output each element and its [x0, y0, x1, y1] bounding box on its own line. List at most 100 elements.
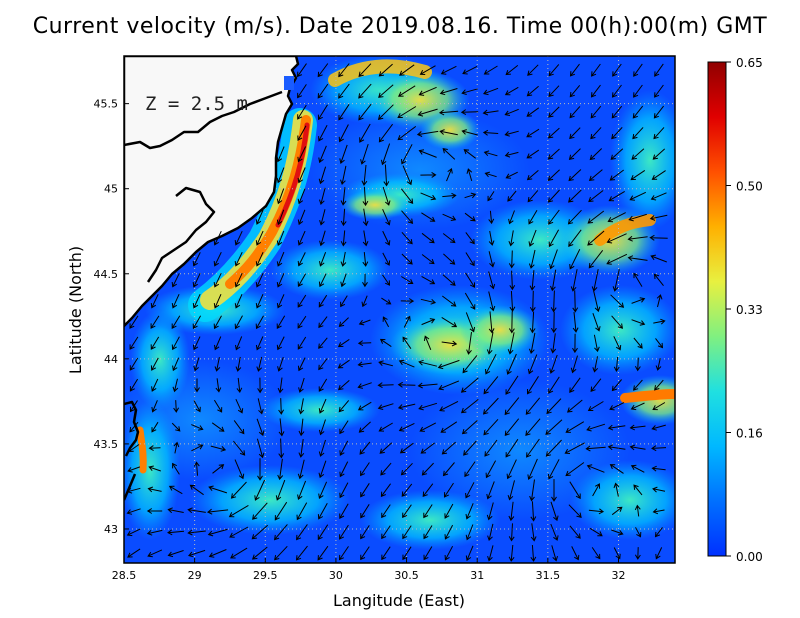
velocity-arrow: [571, 546, 580, 561]
velocity-arrow: [572, 312, 579, 333]
velocity-arrow: [338, 104, 350, 121]
velocity-arrow: [130, 400, 138, 413]
velocity-arrow: [380, 462, 392, 476]
velocity-arrow: [397, 126, 417, 141]
velocity-arrow: [446, 168, 453, 182]
velocity-arrow: [569, 127, 581, 140]
velocity-arrow: [593, 290, 601, 313]
velocity-arrow: [401, 144, 413, 165]
velocity-arrow: [338, 124, 349, 143]
velocity-arrow: [151, 421, 159, 433]
velocity-arrow: [509, 290, 516, 312]
colorbar-tick-label: 0.33: [736, 303, 763, 317]
y-tick-label: 43: [104, 523, 118, 536]
velocity-arrow: [482, 397, 499, 415]
velocity-arrow: [255, 272, 264, 288]
velocity-arrow: [235, 336, 243, 351]
velocity-arrow: [382, 186, 391, 206]
velocity-arrow: [572, 290, 579, 313]
velocity-arrow: [551, 479, 557, 502]
velocity-arrow: [440, 65, 457, 75]
velocity-arrow: [508, 230, 515, 247]
velocity-arrow: [213, 399, 223, 413]
velocity-arrow: [530, 544, 537, 562]
velocity-arrow: [340, 230, 347, 247]
velocity-arrow: [382, 274, 391, 286]
velocity-arrow: [586, 464, 605, 473]
velocity-arrow: [319, 230, 326, 247]
velocity-arrow: [633, 84, 643, 98]
velocity-arrow: [528, 332, 536, 355]
velocity-arrow: [318, 439, 326, 457]
velocity-arrow: [150, 315, 160, 329]
velocity-arrow: [296, 63, 307, 78]
velocity-arrow: [257, 458, 263, 481]
velocity-arrow: [377, 104, 394, 120]
velocity-arrow: [633, 272, 643, 287]
velocity-arrow: [378, 422, 393, 432]
velocity-arrow: [441, 340, 458, 347]
velocity-arrow: [214, 336, 222, 351]
velocity-arrow: [442, 233, 456, 244]
velocity-arrow: [488, 311, 495, 334]
velocity-arrow: [147, 549, 163, 558]
velocity-arrow: [441, 316, 458, 328]
velocity-arrow: [487, 191, 495, 202]
y-axis-label: Latitude (North): [66, 246, 85, 374]
velocity-arrow: [401, 276, 414, 284]
velocity-arrow: [193, 400, 201, 413]
velocity-arrow: [401, 253, 413, 265]
velocity-arrow: [129, 336, 139, 350]
velocity-arrow: [340, 165, 347, 186]
velocity-arrow: [423, 504, 433, 519]
velocity-arrow: [654, 379, 664, 391]
velocity-arrow: [317, 545, 329, 561]
velocity-arrow: [547, 148, 560, 160]
velocity-arrow: [297, 315, 307, 329]
velocity-arrow: [421, 212, 436, 222]
velocity-arrow: [551, 545, 558, 562]
velocity-arrow: [357, 361, 372, 368]
velocity-arrow: [570, 355, 578, 374]
colorbar-ticks: 0.65 0.50 0.33 0.16 0.00: [726, 56, 763, 564]
velocity-arrow: [504, 108, 519, 116]
velocity-arrow: [545, 439, 562, 457]
velocity-arrow: [418, 359, 438, 367]
velocity-arrow: [528, 209, 538, 225]
velocity-arrow: [147, 486, 162, 493]
velocity-arrow: [276, 272, 285, 288]
velocity-arrow: [382, 252, 391, 266]
velocity-arrow: [255, 336, 264, 351]
velocity-arrow: [443, 482, 454, 498]
velocity-arrow: [171, 315, 181, 330]
velocity-arrow: [340, 187, 347, 206]
velocity-arrow: [297, 294, 307, 308]
velocity-arrow: [339, 144, 348, 165]
velocity-arrow: [417, 382, 438, 389]
velocity-arrow: [649, 214, 668, 221]
velocity-arrow: [215, 378, 222, 393]
velocity-arrow: [438, 380, 460, 391]
velocity-arrow: [484, 171, 497, 178]
velocity-arrow: [465, 252, 475, 267]
velocity-arrow: [461, 420, 478, 435]
velocity-arrow: [398, 359, 415, 368]
velocity-arrow: [168, 485, 183, 495]
velocity-arrow: [486, 481, 495, 500]
velocity-arrow: [610, 294, 625, 308]
velocity-arrow: [483, 65, 498, 75]
velocity-arrow: [383, 164, 390, 187]
velocity-arrow: [276, 294, 285, 309]
velocity-arrow: [607, 444, 626, 451]
velocity-arrow: [482, 129, 499, 136]
velocity-arrow: [297, 209, 306, 226]
velocity-arrow: [589, 527, 603, 537]
velocity-arrow: [275, 479, 286, 501]
velocity-arrow: [439, 88, 458, 96]
velocity-arrow: [527, 64, 539, 76]
velocity-arrow: [187, 507, 206, 514]
velocity-arrow: [278, 438, 285, 459]
velocity-arrow: [339, 482, 349, 499]
y-tick-label: 44.5: [94, 268, 119, 281]
velocity-arrow: [440, 421, 458, 433]
